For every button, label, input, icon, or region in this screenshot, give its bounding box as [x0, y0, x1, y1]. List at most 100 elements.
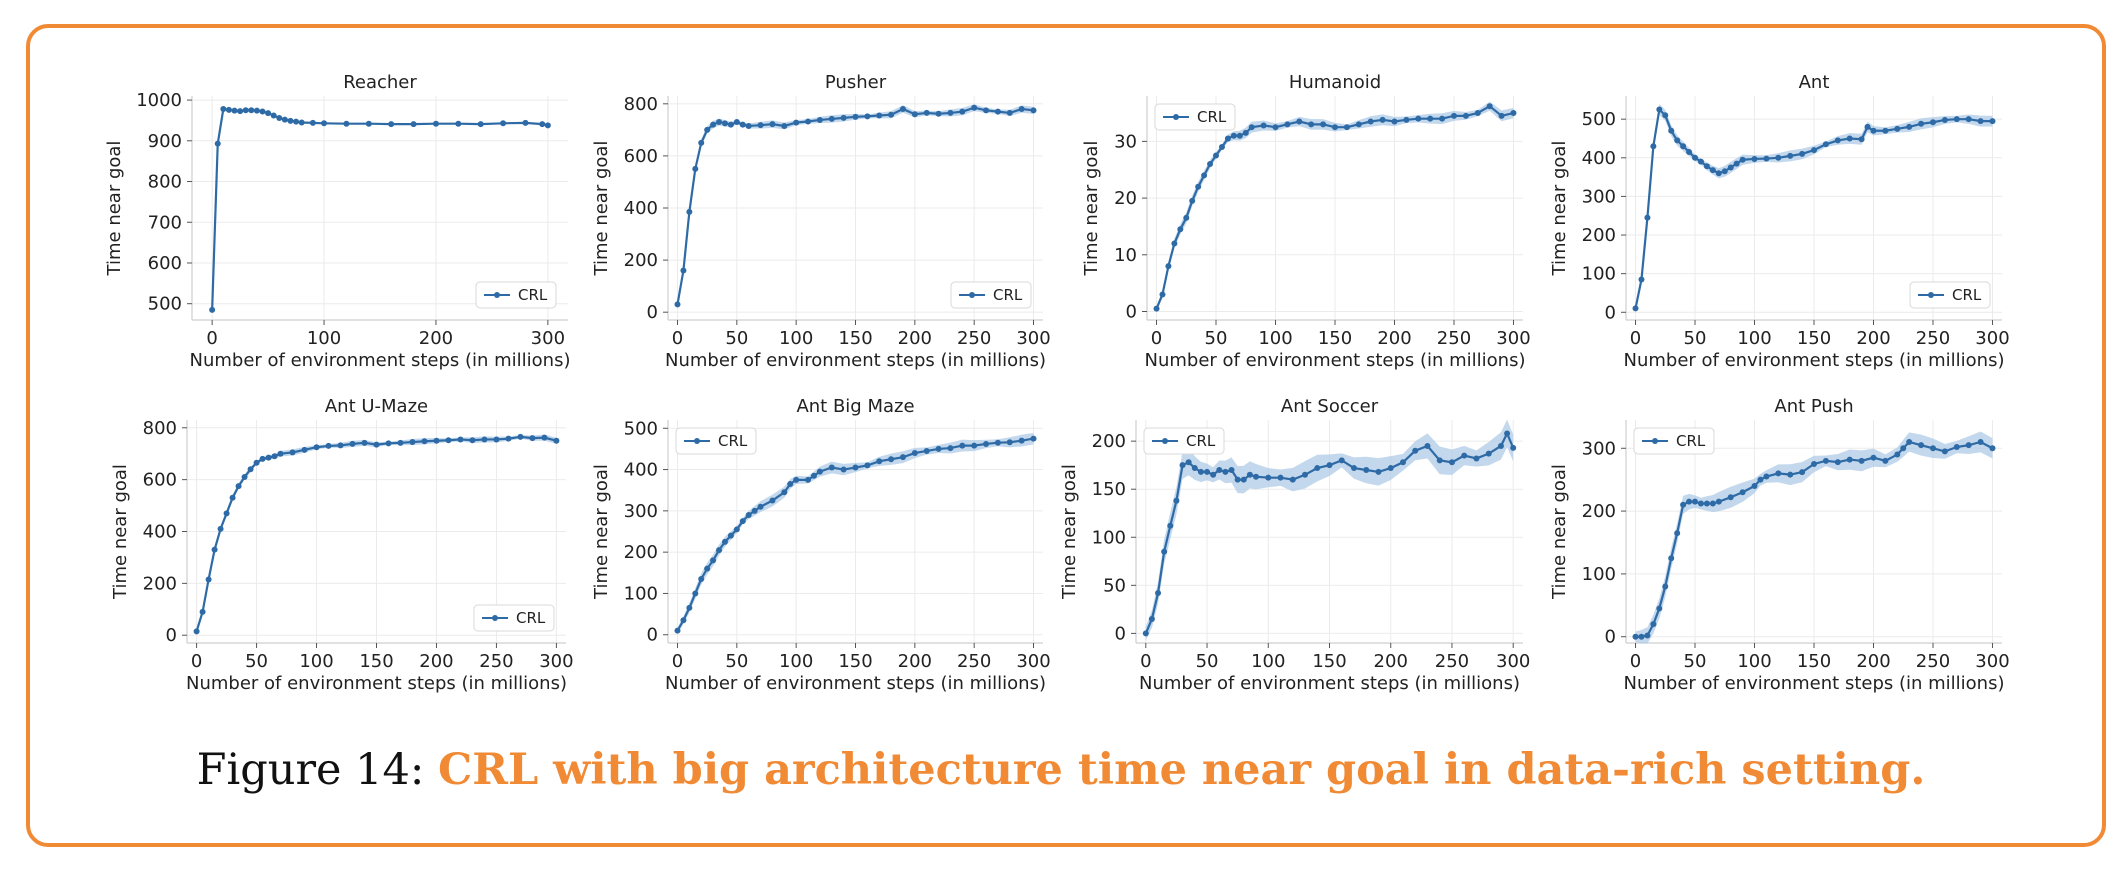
legend-marker: [494, 292, 500, 298]
data-point: [1870, 454, 1877, 461]
data-point: [1177, 226, 1184, 233]
chart-ant-big-maze: 0 50 100 150 200 250 300 0 100 200 300 400 500 Ant Bi…: [591, 396, 1051, 694]
legend-box: [1909, 281, 1991, 309]
data-point: [1234, 476, 1241, 483]
data-point: [727, 532, 734, 539]
y-tick-label: 300: [1582, 438, 1616, 459]
data-point: [710, 121, 717, 128]
x-tick-label: 100: [779, 651, 813, 672]
y-tick-label: 0: [1126, 301, 1137, 322]
data-point: [1703, 163, 1710, 170]
figure-caption-text: CRL with big architecture time near goal…: [438, 745, 1926, 795]
data-point: [1462, 112, 1469, 119]
data-point: [1387, 465, 1394, 472]
data-point: [433, 437, 440, 444]
data-point: [1367, 118, 1374, 125]
data-point: [455, 120, 462, 127]
x-tick-label: 0: [1630, 651, 1641, 672]
data-point: [539, 121, 546, 128]
y-tick-label: 0: [647, 625, 658, 646]
x-tick-label: 50: [1196, 651, 1219, 672]
x-tick-label: 100: [779, 328, 813, 349]
legend-label: CRL: [993, 286, 1023, 304]
data-point: [385, 440, 392, 447]
data-point: [959, 442, 966, 449]
x-tick-label: 0: [672, 328, 683, 349]
x-tick-label: 0: [191, 651, 202, 672]
data-point: [1204, 468, 1211, 475]
data-point: [1485, 450, 1492, 457]
data-point: [1284, 121, 1291, 128]
y-tick-label: 600: [624, 146, 658, 167]
data-point: [1965, 442, 1972, 449]
data-point: [309, 119, 316, 126]
y-tick-label: 200: [624, 250, 658, 271]
data-point: [947, 109, 954, 116]
legend: CRL: [1909, 281, 1991, 309]
data-point: [1161, 548, 1168, 555]
data-point: [247, 466, 254, 473]
legend-marker: [1652, 438, 1658, 444]
x-tick-label: 200: [419, 651, 453, 672]
data-point: [281, 116, 288, 123]
data-point: [1864, 123, 1871, 130]
data-point: [1799, 150, 1806, 157]
data-point: [1355, 121, 1362, 128]
data-point: [265, 110, 272, 117]
data-point: [680, 267, 687, 274]
data-point: [481, 436, 488, 443]
data-point: [1375, 468, 1382, 475]
legend-box: [473, 604, 555, 632]
data-point: [1668, 555, 1675, 562]
y-axis-label: Time near goal: [1549, 141, 1570, 277]
data-point: [241, 474, 248, 481]
y-tick-label: 800: [143, 418, 177, 439]
legend-box: [475, 281, 557, 309]
data-point: [757, 503, 764, 510]
data-point: [1224, 135, 1231, 142]
y-tick-label: 800: [148, 172, 182, 193]
data-point: [1427, 115, 1434, 122]
data-point: [1006, 439, 1013, 446]
x-tick-label: 250: [1916, 328, 1950, 349]
data-point: [1686, 149, 1693, 155]
data-point: [745, 122, 752, 129]
data-point: [1882, 127, 1889, 134]
data-point: [1727, 494, 1734, 501]
data-point: [698, 139, 705, 146]
data-point: [237, 108, 244, 115]
data-point: [935, 445, 942, 452]
data-point: [1030, 435, 1037, 442]
data-point: [1159, 291, 1166, 298]
data-point: [287, 117, 294, 124]
x-tick-label: 300: [1496, 328, 1530, 349]
data-point: [686, 604, 693, 611]
data-point: [1703, 500, 1710, 507]
y-axis-label: Time near goal: [1059, 464, 1080, 600]
data-point: [1179, 462, 1186, 469]
x-tick-label: 100: [307, 328, 341, 349]
confidence-band: [1635, 431, 1993, 644]
data-point: [432, 120, 439, 127]
data-point: [1715, 498, 1722, 505]
y-tick-label: 400: [624, 198, 658, 219]
data-point: [1787, 471, 1794, 478]
x-tick-label: 300: [1016, 651, 1050, 672]
confidence-band: [1145, 419, 1514, 641]
data-point: [373, 441, 380, 448]
data-point: [1412, 447, 1419, 454]
y-axis-label: Time near goal: [591, 141, 612, 277]
data-point: [787, 481, 794, 488]
chart-title: Humanoid: [1289, 72, 1381, 93]
chart-title: Pusher: [825, 72, 887, 93]
data-point: [1448, 459, 1455, 466]
y-tick-label: 400: [624, 460, 658, 481]
data-point: [1680, 501, 1687, 508]
data-point: [1834, 459, 1841, 466]
x-tick-label: 150: [359, 651, 393, 672]
data-point: [1739, 489, 1746, 496]
data-point: [733, 119, 740, 126]
data-point: [781, 122, 788, 129]
data-point: [253, 459, 260, 466]
series-line: [211, 107, 549, 310]
